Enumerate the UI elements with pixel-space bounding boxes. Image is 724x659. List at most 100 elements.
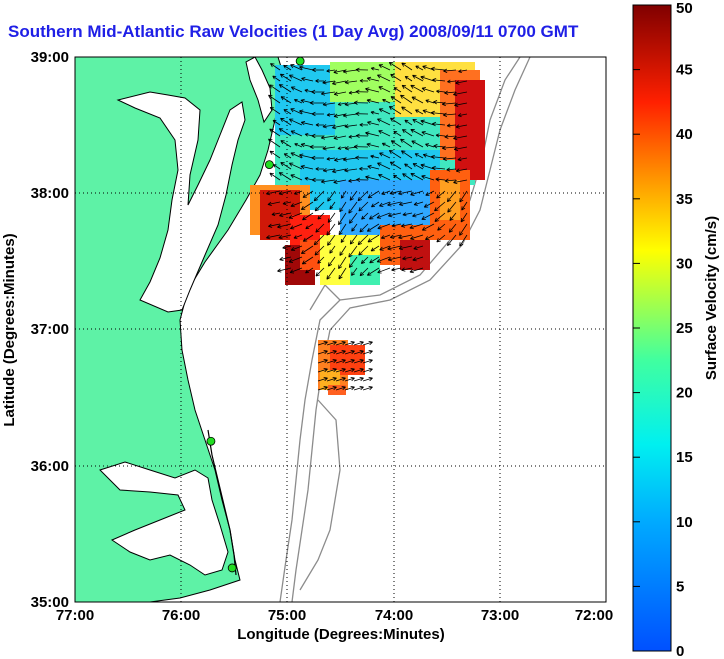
vector-arrow — [293, 234, 303, 239]
vector-arrow — [290, 108, 303, 115]
vector-arrow — [317, 358, 328, 364]
vector-arrow — [453, 146, 468, 151]
vector-arrow — [329, 201, 336, 210]
colorbar-tick-label: 45 — [676, 62, 693, 79]
vector-arrow — [279, 212, 292, 218]
vector-arrow — [362, 340, 373, 346]
vector-arrow — [271, 212, 281, 216]
vector-arrow — [348, 201, 358, 214]
colorbar-tick-label: 35 — [676, 191, 693, 208]
vector-arrow — [353, 358, 364, 364]
vector-arrow — [367, 190, 380, 199]
vector-arrow — [421, 223, 435, 231]
vector-arrow — [301, 256, 314, 265]
vector-arrow — [327, 256, 336, 267]
vector-arrow — [353, 144, 369, 149]
vector-arrow — [335, 340, 346, 346]
vector-arrow — [322, 80, 336, 85]
vector-arrow — [326, 223, 336, 236]
vector-arrow — [390, 117, 402, 126]
vector-arrow — [370, 154, 380, 159]
vector-arrow — [390, 73, 402, 82]
vector-arrow — [366, 142, 380, 148]
vector-arrow — [338, 223, 347, 236]
vector-arrow — [299, 109, 314, 115]
vector-arrow — [401, 62, 413, 71]
vector-arrow — [280, 162, 292, 170]
vector-arrow — [360, 256, 369, 264]
vector-arrow — [410, 234, 424, 241]
vector-arrow — [337, 146, 347, 150]
vector-arrow — [366, 267, 380, 276]
vector-arrow — [411, 96, 424, 104]
vector-arrow — [362, 385, 373, 391]
vector-arrow — [413, 245, 424, 250]
vector-arrow — [435, 177, 446, 182]
vector-arrow — [326, 340, 337, 346]
colorbar-tick-label: 40 — [676, 126, 693, 143]
vector-arrow — [381, 142, 391, 148]
vector-arrow — [288, 118, 303, 126]
vector-arrow — [272, 119, 281, 126]
vector-arrow — [348, 245, 358, 258]
vector-arrow — [378, 108, 391, 115]
vector-arrow — [342, 113, 358, 118]
vector-arrow — [436, 234, 446, 243]
vector-arrow — [444, 178, 457, 183]
vector-arrow — [353, 100, 369, 105]
vector-arrow — [344, 385, 355, 391]
vector-arrow — [398, 234, 413, 240]
colorbar-tick-label: 0 — [676, 643, 684, 659]
vector-arrow — [351, 267, 358, 276]
vector-arrow — [425, 99, 435, 104]
vector-arrow — [269, 106, 281, 115]
vector-arrow — [288, 212, 303, 219]
vector-arrow — [367, 120, 380, 126]
colorbar-tick-label: 30 — [676, 255, 693, 272]
vector-arrow — [377, 162, 391, 170]
vector-arrow — [377, 118, 391, 126]
y-axis-label: Latitude (Degrees:Minutes) — [1, 233, 18, 426]
vector-arrow — [290, 130, 303, 137]
vector-arrow — [402, 212, 413, 217]
vector-arrow — [311, 111, 325, 117]
vector-arrow — [381, 190, 391, 195]
vector-arrow — [278, 234, 292, 240]
vector-arrow — [389, 161, 402, 170]
vector-arrow — [314, 201, 325, 212]
vector-arrow — [342, 69, 358, 74]
vector-arrow — [378, 130, 391, 137]
vector-arrow — [412, 256, 424, 262]
colorbar-tick-label: 10 — [676, 514, 693, 531]
vector-arrow — [376, 212, 391, 219]
vector-arrow — [333, 69, 347, 74]
vector-arrow — [413, 201, 424, 206]
vector-arrow — [344, 124, 358, 129]
vector-arrow — [391, 223, 402, 228]
vector-arrow — [453, 179, 468, 185]
vector-arrow — [288, 74, 303, 82]
station-marker — [264, 160, 274, 170]
vector-arrow — [344, 340, 355, 346]
vector-arrow — [326, 358, 337, 364]
vector-arrow — [342, 157, 358, 162]
vector-arrow — [454, 102, 468, 107]
vector-arrow — [387, 201, 402, 207]
vector-arrow — [289, 223, 303, 230]
vector-arrow — [322, 124, 336, 129]
vector-arrow — [344, 349, 355, 355]
vector-arrow — [371, 201, 380, 208]
vector-arrow — [300, 120, 314, 126]
vector-arrow — [326, 367, 337, 373]
vector-arrow — [335, 349, 346, 355]
delaware-bay — [245, 57, 273, 124]
vector-arrow — [338, 212, 347, 226]
vector-arrow — [309, 144, 325, 150]
vector-arrow — [446, 190, 457, 203]
vector-arrow — [430, 110, 446, 116]
vector-arrow — [268, 223, 281, 228]
vector-arrow — [320, 179, 336, 184]
vector-arrow — [280, 117, 292, 126]
colorbar-tick-label: 20 — [676, 385, 693, 402]
